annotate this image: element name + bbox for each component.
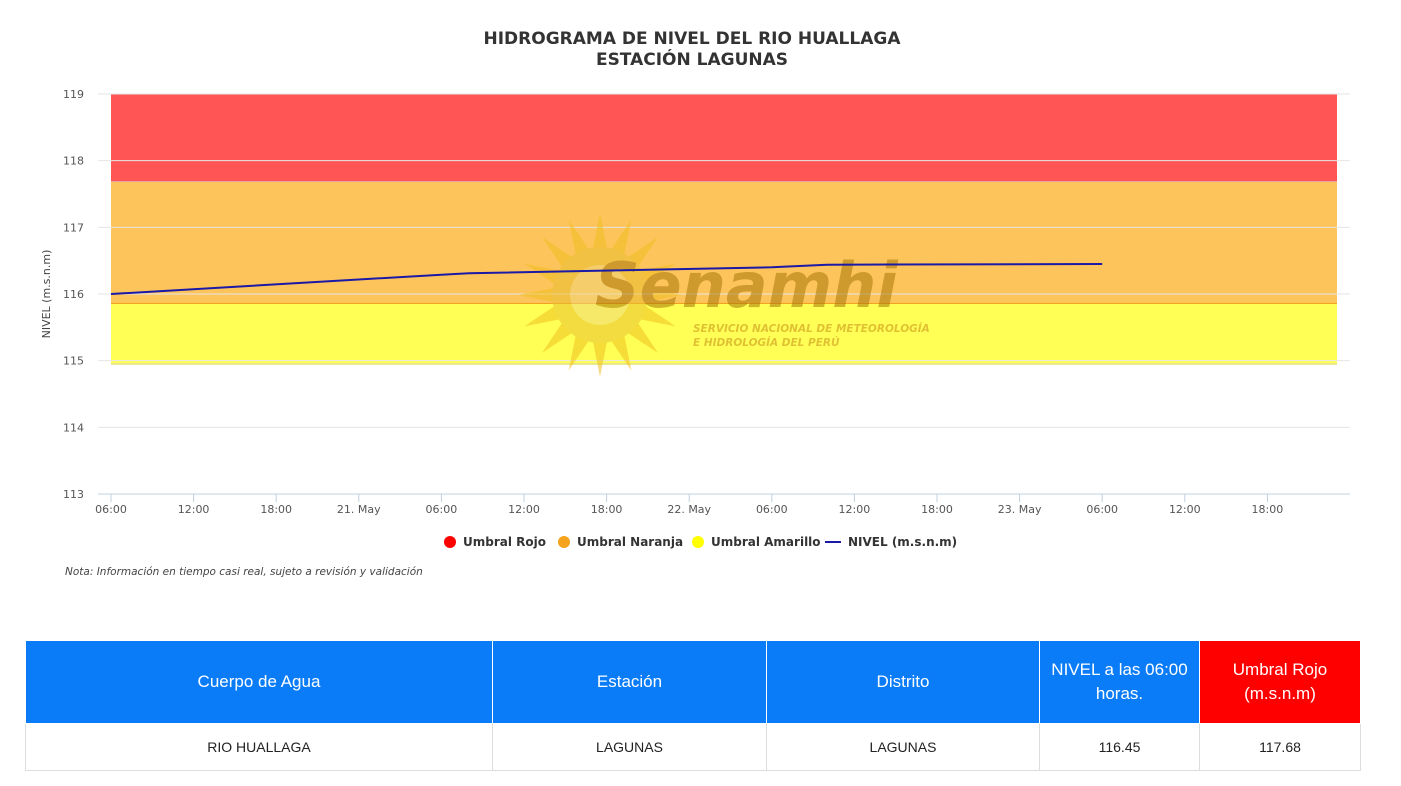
x-tick-label: 18:00: [921, 503, 953, 516]
sun-ray: [518, 287, 555, 303]
chart-container: HIDROGRAMA DE NIVEL DEL RIO HUALLAGA EST…: [40, 29, 1350, 578]
table-header-row: Cuerpo de Agua Estación Distrito NIVEL a…: [25, 640, 1361, 724]
x-tick-label: 21. May: [337, 503, 381, 516]
legend-marker: [692, 536, 704, 548]
legend-item-label[interactable]: NIVEL (m.s.n.m): [848, 535, 957, 549]
cell-cuerpo-de-agua: RIO HUALLAGA: [25, 723, 493, 771]
threshold-bands: [111, 94, 1337, 365]
sun-ray: [542, 237, 574, 269]
sun-ray: [592, 213, 608, 250]
x-tick-label: 06:00: [1086, 503, 1118, 516]
summary-table: Cuerpo de Agua Estación Distrito NIVEL a…: [25, 640, 1361, 771]
chart: HIDROGRAMA DE NIVEL DEL RIO HUALLAGA EST…: [40, 29, 1350, 578]
y-tick-label: 119: [63, 88, 84, 101]
y-tick-label: 117: [63, 221, 84, 234]
axes: 113 114 115 116 117 118 119 06:00 12:00 18:00 21. …: [63, 88, 1350, 516]
y-axis-label: NIVEL (m.s.n.m): [40, 250, 53, 339]
cell-distrito: LAGUNAS: [766, 723, 1040, 771]
series-line-nivel: [110, 263, 1103, 295]
legend-item-label[interactable]: Umbral Naranja: [577, 535, 683, 549]
x-tick-label: 18:00: [260, 503, 292, 516]
sun-ray: [610, 334, 632, 371]
table-row: RIO HUALLAGA LAGUNAS LAGUNAS 116.45 117.…: [25, 723, 1361, 771]
x-tick-label: 06:00: [95, 503, 127, 516]
chart-note: Nota: Información en tiempo casi real, s…: [65, 566, 423, 578]
x-tick-label: 22. May: [667, 503, 711, 516]
y-tick-label: 116: [63, 288, 84, 301]
x-tick-label: 12:00: [508, 503, 540, 516]
sun-ray: [626, 321, 658, 353]
sun-ray: [626, 237, 658, 269]
y-tick-label: 113: [63, 488, 84, 501]
x-tick-label: 06:00: [756, 503, 788, 516]
sun-ray: [524, 263, 561, 285]
header-estacion: Estación: [492, 640, 767, 724]
series-layer: [110, 263, 1103, 295]
x-tick-label: 18:00: [1252, 503, 1284, 516]
header-cuerpo-de-agua: Cuerpo de Agua: [25, 640, 493, 724]
watermark-line2: E HIDROLOGÍA DEL PERÚ: [693, 336, 840, 349]
band-umbral-naranja: [111, 182, 1337, 304]
legend-item-label[interactable]: Umbral Rojo: [463, 535, 546, 549]
cell-nivel: 116.45: [1039, 723, 1200, 771]
chart-title: HIDROGRAMA DE NIVEL DEL RIO HUALLAGA: [484, 29, 902, 49]
sun-ray: [568, 219, 590, 256]
header-nivel: NIVEL a las 06:00 horas.: [1039, 640, 1200, 724]
y-tick-label: 114: [63, 421, 84, 434]
y-tick-label: 118: [63, 155, 84, 168]
watermark-line1: SERVICIO NACIONAL DE METEOROLOGÍA: [693, 322, 930, 335]
senamhi-watermark: Senamhi SERVICIO NACIONAL DE METEOROLOGÍ…: [518, 213, 930, 377]
cell-estacion: LAGUNAS: [492, 723, 767, 771]
sun-ray: [610, 219, 632, 256]
y-tick-label: 115: [63, 355, 84, 368]
band-umbral-amarillo: [111, 304, 1337, 364]
x-tick-label: 12:00: [1169, 503, 1201, 516]
x-tick-label: 18:00: [591, 503, 623, 516]
sun-ray: [524, 305, 561, 327]
x-tick-label: 12:00: [178, 503, 210, 516]
band-umbral-rojo: [111, 94, 1337, 182]
sun-ray: [542, 321, 574, 353]
x-tick-label: 23. May: [998, 503, 1042, 516]
watermark-brand: Senamhi: [595, 249, 898, 322]
legend-item-label[interactable]: Umbral Amarillo: [711, 535, 821, 549]
x-tick-label: 12:00: [839, 503, 871, 516]
sun-ray: [592, 340, 608, 377]
x-tick-label: 06:00: [426, 503, 458, 516]
header-distrito: Distrito: [766, 640, 1040, 724]
legend-marker: [444, 536, 456, 548]
cell-umbral-rojo: 117.68: [1199, 723, 1361, 771]
legend-marker: [558, 536, 570, 548]
chart-legend: Umbral Rojo Umbral Naranja Umbral Amarillo…: [444, 535, 957, 549]
chart-subtitle: ESTACIÓN LAGUNAS: [596, 48, 788, 70]
sun-ray: [639, 305, 676, 327]
sun-ray: [568, 334, 590, 371]
sun-ray: [645, 287, 682, 303]
header-umbral-rojo: Umbral Rojo (m.s.n.m): [1199, 640, 1361, 724]
